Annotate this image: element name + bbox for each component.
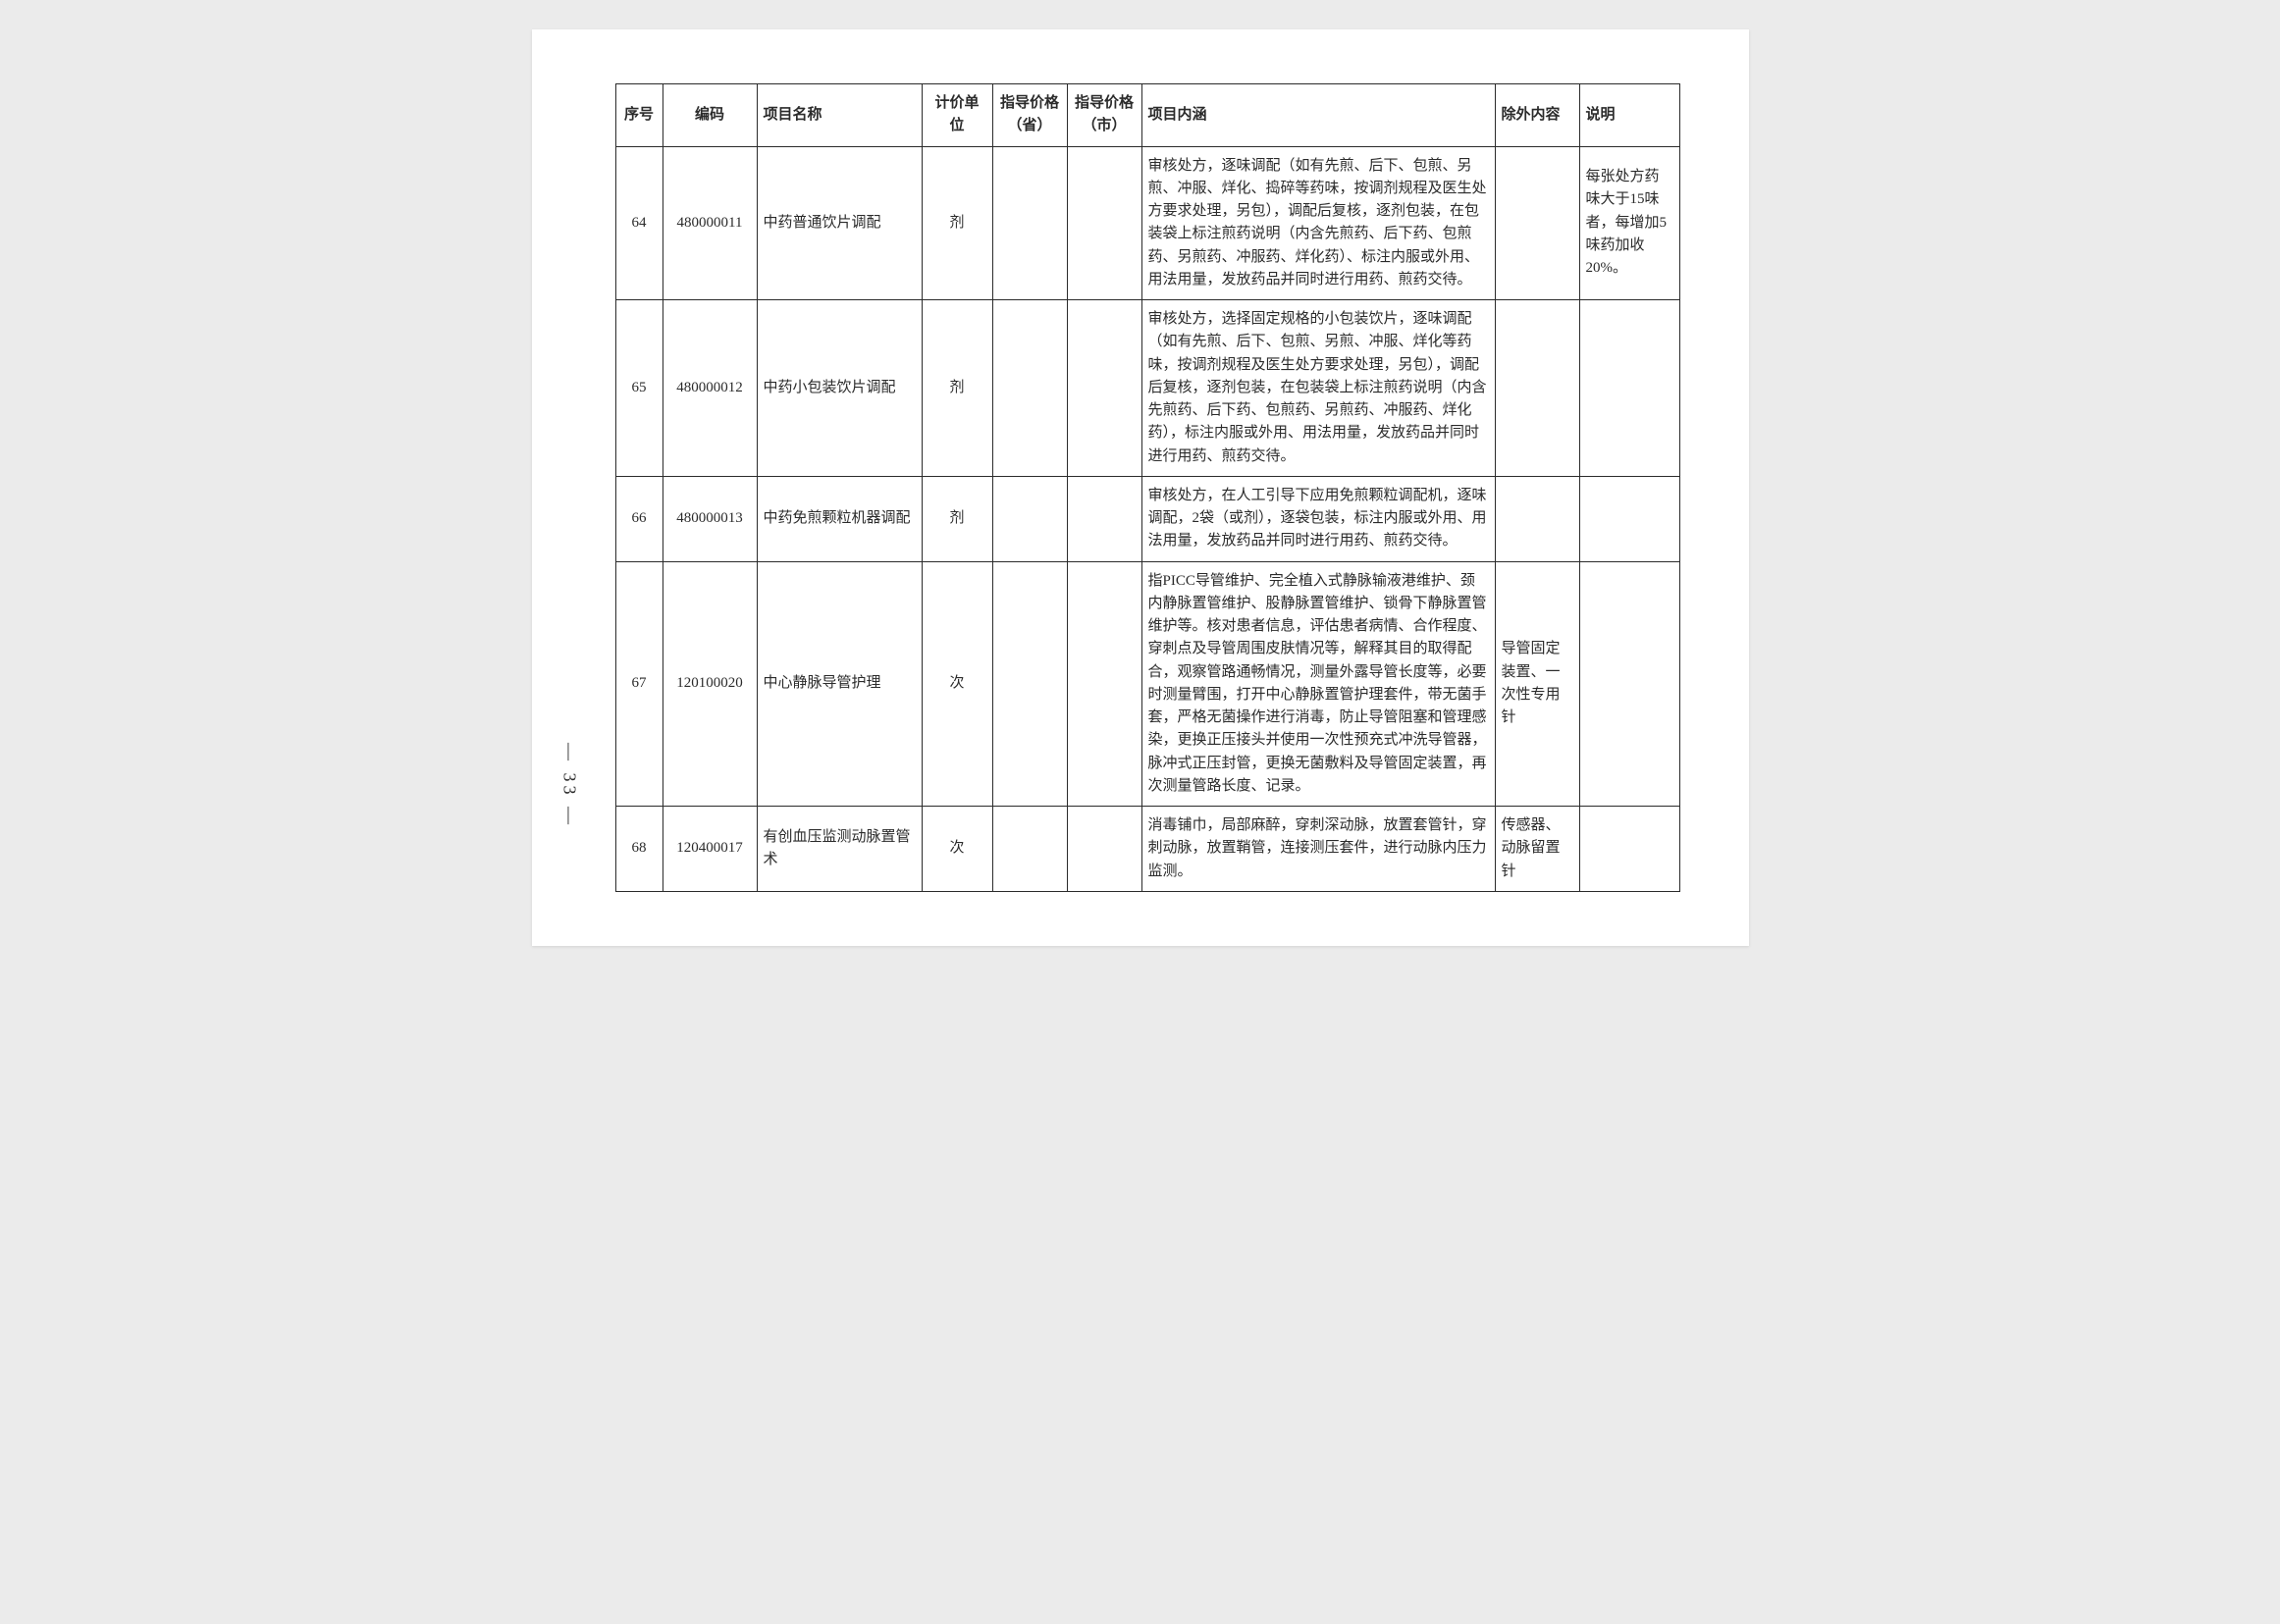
cell-price-prov (992, 146, 1067, 300)
cell-seq: 65 (615, 300, 663, 477)
cell-price-prov (992, 476, 1067, 561)
cell-name: 中药小包装饮片调配 (757, 300, 922, 477)
cell-seq: 66 (615, 476, 663, 561)
cell-unit: 次 (922, 561, 992, 807)
header-unit: 计价单位 (922, 84, 992, 147)
cell-excl (1495, 300, 1579, 477)
cell-code: 120100020 (663, 561, 757, 807)
header-excl: 除外内容 (1495, 84, 1579, 147)
cell-code: 480000011 (663, 146, 757, 300)
header-price-city: 指导价格（市） (1067, 84, 1141, 147)
cell-note (1579, 561, 1679, 807)
header-desc: 项目内涵 (1141, 84, 1495, 147)
cell-price-city (1067, 476, 1141, 561)
cell-price-city (1067, 300, 1141, 477)
cell-name: 中药普通饮片调配 (757, 146, 922, 300)
cell-desc: 指PICC导管维护、完全植入式静脉输液港维护、颈内静脉置管维护、股静脉置管维护、… (1141, 561, 1495, 807)
cell-note: 每张处方药味大于15味者，每增加5味药加收20%。 (1579, 146, 1679, 300)
table-header-row: 序号 编码 项目名称 计价单位 指导价格（省） 指导价格（市） 项目内涵 除外内… (615, 84, 1679, 147)
cell-price-prov (992, 807, 1067, 892)
page-number: — 33 — (559, 743, 580, 828)
cell-note (1579, 300, 1679, 477)
header-code: 编码 (663, 84, 757, 147)
cell-price-city (1067, 146, 1141, 300)
cell-excl (1495, 476, 1579, 561)
cell-desc: 消毒铺巾，局部麻醉，穿刺深动脉，放置套管针，穿刺动脉，放置鞘管，连接测压套件，进… (1141, 807, 1495, 892)
cell-name: 中药免煎颗粒机器调配 (757, 476, 922, 561)
cell-excl (1495, 146, 1579, 300)
cell-desc: 审核处方，在人工引导下应用免煎颗粒调配机，逐味调配，2袋（或剂），逐袋包装，标注… (1141, 476, 1495, 561)
cell-code: 480000012 (663, 300, 757, 477)
pricing-table: 序号 编码 项目名称 计价单位 指导价格（省） 指导价格（市） 项目内涵 除外内… (615, 83, 1680, 892)
cell-note (1579, 476, 1679, 561)
cell-desc: 审核处方，选择固定规格的小包装饮片，逐味调配（如有先煎、后下、包煎、另煎、冲服、… (1141, 300, 1495, 477)
header-seq: 序号 (615, 84, 663, 147)
cell-price-city (1067, 807, 1141, 892)
table-row: 66 480000013 中药免煎颗粒机器调配 剂 审核处方，在人工引导下应用免… (615, 476, 1679, 561)
table-row: 67 120100020 中心静脉导管护理 次 指PICC导管维护、完全植入式静… (615, 561, 1679, 807)
cell-code: 480000013 (663, 476, 757, 561)
cell-name: 有创血压监测动脉置管术 (757, 807, 922, 892)
cell-seq: 64 (615, 146, 663, 300)
header-note: 说明 (1579, 84, 1679, 147)
document-page: 序号 编码 项目名称 计价单位 指导价格（省） 指导价格（市） 项目内涵 除外内… (532, 29, 1749, 946)
cell-unit: 剂 (922, 146, 992, 300)
table-row: 65 480000012 中药小包装饮片调配 剂 审核处方，选择固定规格的小包装… (615, 300, 1679, 477)
cell-seq: 67 (615, 561, 663, 807)
cell-price-prov (992, 300, 1067, 477)
cell-excl: 传感器、动脉留置针 (1495, 807, 1579, 892)
cell-seq: 68 (615, 807, 663, 892)
cell-excl: 导管固定装置、一次性专用针 (1495, 561, 1579, 807)
cell-unit: 次 (922, 807, 992, 892)
cell-desc: 审核处方，逐味调配（如有先煎、后下、包煎、另煎、冲服、烊化、捣碎等药味，按调剂规… (1141, 146, 1495, 300)
cell-price-prov (992, 561, 1067, 807)
table-body: 64 480000011 中药普通饮片调配 剂 审核处方，逐味调配（如有先煎、后… (615, 146, 1679, 891)
cell-unit: 剂 (922, 300, 992, 477)
table-row: 68 120400017 有创血压监测动脉置管术 次 消毒铺巾，局部麻醉，穿刺深… (615, 807, 1679, 892)
cell-code: 120400017 (663, 807, 757, 892)
cell-unit: 剂 (922, 476, 992, 561)
table-row: 64 480000011 中药普通饮片调配 剂 审核处方，逐味调配（如有先煎、后… (615, 146, 1679, 300)
cell-name: 中心静脉导管护理 (757, 561, 922, 807)
header-name: 项目名称 (757, 84, 922, 147)
header-price-prov: 指导价格（省） (992, 84, 1067, 147)
cell-note (1579, 807, 1679, 892)
cell-price-city (1067, 561, 1141, 807)
